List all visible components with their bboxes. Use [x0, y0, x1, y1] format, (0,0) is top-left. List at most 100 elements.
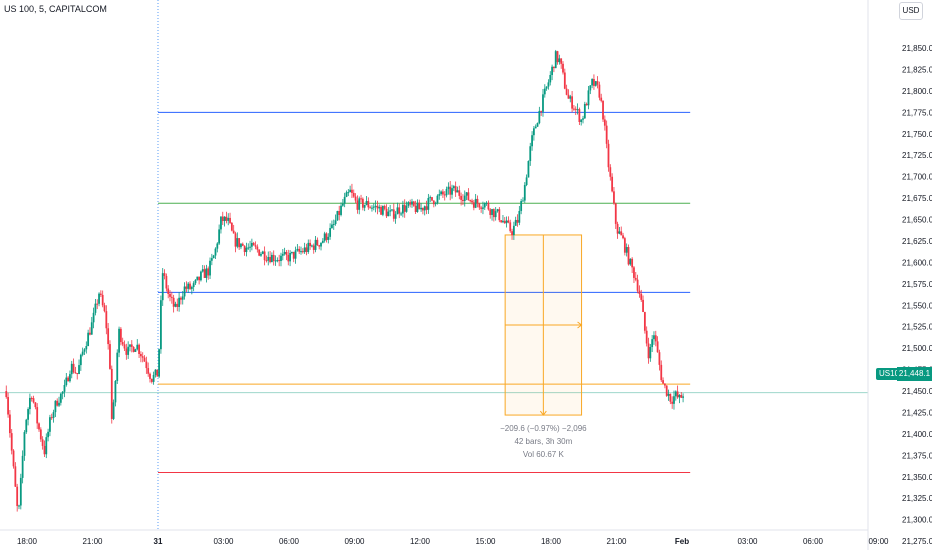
candle [500, 220, 503, 224]
candle-body [7, 397, 9, 415]
candle-body [265, 260, 268, 262]
candle-body [569, 96, 572, 99]
candle [214, 247, 217, 260]
candle-body [649, 347, 652, 359]
candle [622, 232, 624, 240]
candle [256, 244, 259, 253]
candle-body [118, 328, 120, 353]
candle [61, 391, 64, 400]
candle-body [351, 189, 353, 193]
candle [180, 296, 182, 305]
candle-body [263, 251, 266, 261]
candle-body [401, 204, 404, 214]
candle [452, 185, 455, 192]
candle-body [352, 192, 355, 197]
candle [147, 362, 150, 377]
candle [169, 290, 171, 302]
candle-body [518, 210, 521, 223]
candle [456, 186, 459, 193]
candle [272, 250, 275, 266]
candle-body [183, 286, 186, 297]
candle-body [318, 245, 321, 247]
candle [223, 216, 226, 227]
candle [438, 189, 441, 200]
candle [372, 203, 375, 211]
candle [260, 251, 262, 257]
x-tick-label: 06:00 [279, 537, 300, 546]
candle-body [556, 51, 559, 63]
candle [611, 173, 614, 193]
candle [23, 430, 26, 461]
candle [196, 276, 199, 281]
currency-selector[interactable]: USD [899, 2, 923, 20]
candle-body [139, 353, 142, 357]
symbol-title[interactable]: US 100, 5, CAPITALCOM [4, 4, 107, 14]
candle-body [438, 194, 441, 196]
candle-body [392, 209, 395, 219]
y-tick-label: 21,775.0 [902, 108, 932, 117]
candle-body [261, 251, 264, 254]
candle-body [643, 312, 646, 331]
candle-body [560, 58, 563, 64]
measure-tool-box[interactable] [504, 234, 583, 416]
candle-body [502, 220, 504, 223]
candle-body [492, 209, 495, 218]
candle [451, 184, 453, 199]
candle-body [642, 299, 644, 313]
candle [178, 292, 181, 312]
candle [567, 89, 570, 99]
y-tick-label: 21,625.0 [902, 237, 932, 246]
candle [201, 264, 204, 273]
candle-body [287, 254, 290, 262]
candle [321, 238, 324, 244]
candle [103, 302, 106, 313]
candle [12, 449, 15, 469]
candle [674, 390, 677, 401]
candle-body [43, 445, 46, 455]
candle [212, 254, 215, 259]
candle [167, 285, 170, 299]
candle-body [452, 186, 455, 189]
candle-body [305, 247, 308, 252]
candle-body [160, 300, 162, 350]
candle-body [474, 198, 477, 208]
candle [198, 276, 201, 285]
candle-body [63, 384, 66, 392]
candle-body [349, 189, 352, 193]
candle [200, 270, 202, 282]
candle [305, 243, 308, 256]
candle-body [336, 211, 339, 221]
candle [491, 208, 493, 221]
candle [647, 337, 650, 364]
candle [505, 216, 508, 228]
candle-body [618, 231, 621, 234]
candle [165, 273, 168, 292]
candle-body [27, 409, 29, 420]
candle-body [165, 275, 168, 289]
candle [434, 201, 437, 207]
candle [69, 370, 71, 383]
horizontal-lines[interactable] [157, 111, 691, 474]
candle [261, 250, 264, 255]
candle [629, 258, 632, 266]
candle-body [38, 423, 40, 430]
candle-body [269, 256, 271, 263]
candle [254, 241, 257, 250]
candle [300, 246, 302, 255]
x-tick-label: 31 [154, 537, 163, 546]
candle-body [403, 204, 406, 212]
candle [598, 81, 601, 101]
candle-body [21, 455, 24, 478]
candle [5, 385, 8, 399]
candle [141, 352, 144, 363]
candle-body [227, 217, 230, 221]
candle [234, 231, 237, 253]
candle-body [270, 254, 273, 263]
candle [338, 205, 341, 221]
candle [605, 120, 608, 149]
candle [52, 409, 55, 423]
candle [38, 422, 40, 432]
